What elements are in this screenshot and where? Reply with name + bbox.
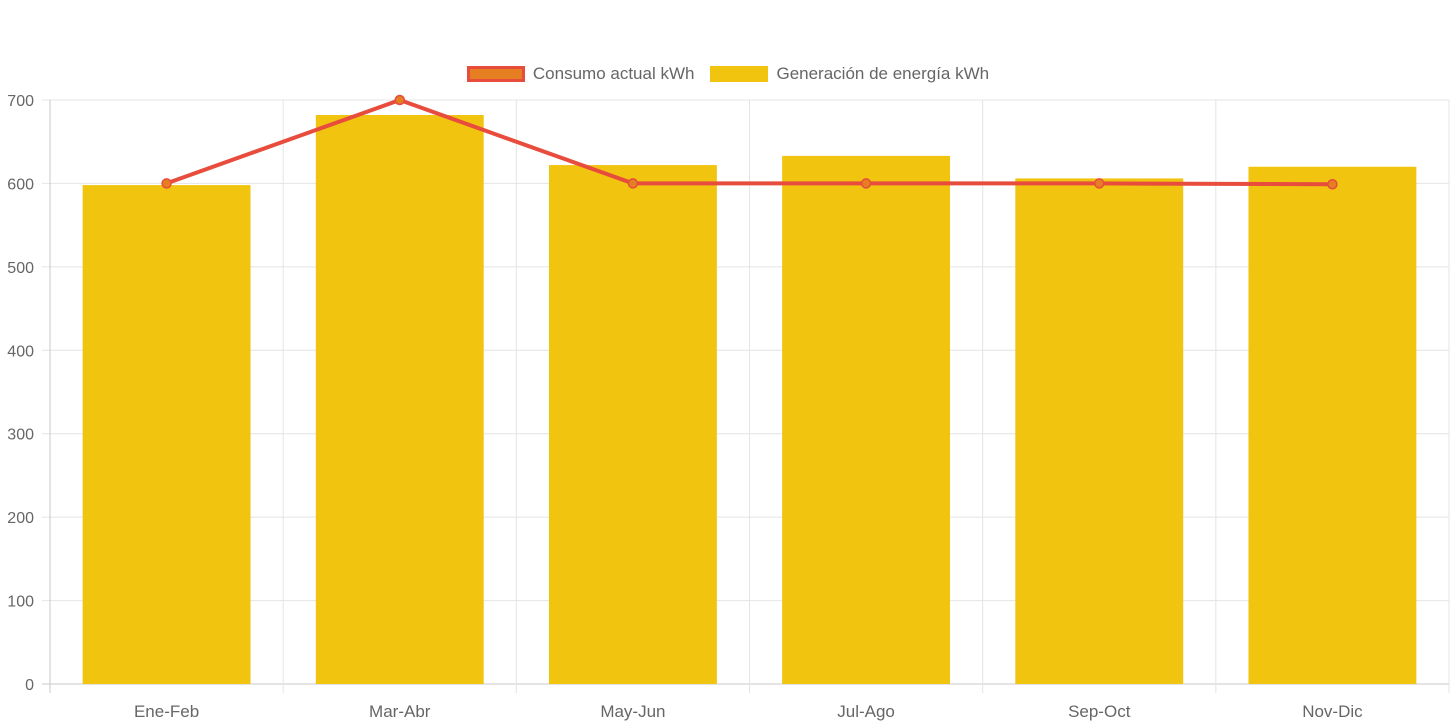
y-tick-label: 0 [25,677,34,694]
bar [315,115,484,684]
x-tick-label: May-Jun [600,702,665,721]
legend-label-consumo: Consumo actual kWh [532,64,695,83]
legend-label-generacion: Generación de energía kWh [776,64,990,83]
legend-swatch-consumo [466,66,525,82]
bar [82,185,251,684]
bar [1248,166,1417,684]
y-tick-label: 200 [7,510,34,527]
chart-legend: Consumo actual kWh Generación de energía… [0,64,1456,84]
bar [1015,178,1184,684]
y-tick-label: 300 [7,427,34,444]
x-tick-label: Mar-Abr [369,702,431,721]
series-line [165,98,1333,187]
y-tick-label: 600 [7,176,34,193]
legend-item-consumo[interactable]: Consumo actual kWh [466,64,695,84]
legend-swatch-generacion [710,66,769,82]
line-point [860,178,872,189]
y-tick-label: 400 [7,343,34,360]
x-tick-label: Sep-Oct [1068,702,1131,721]
bar [782,155,951,684]
x-tick-label: Ene-Feb [134,702,199,721]
line-point [161,178,172,189]
y-tick-label: 700 [7,93,34,110]
line-point [394,94,405,106]
line-point [1327,179,1338,190]
bar [548,165,717,684]
legend-item-generacion[interactable]: Generación de energía kWh [710,64,989,84]
x-tick-label: Jul-Ago [837,702,895,721]
line-point [627,178,639,189]
line-point [1094,178,1105,189]
x-tick-label: Nov-Dic [1302,702,1363,721]
y-tick-label: 500 [7,260,34,277]
y-tick-label: 100 [7,594,34,611]
